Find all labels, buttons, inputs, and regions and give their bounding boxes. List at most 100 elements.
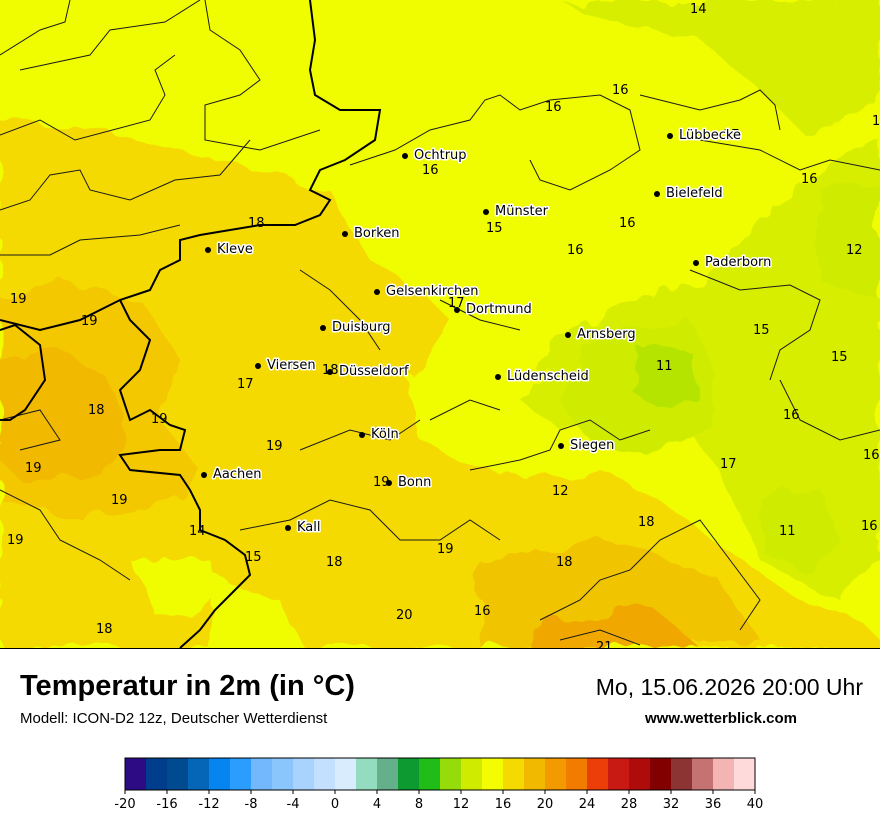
legend-tick-label: 24 [579, 797, 596, 812]
city-label: Köln [371, 427, 399, 442]
temperature-value: 16 [783, 408, 800, 423]
legend-tick-label: -8 [245, 797, 258, 812]
legend-swatch [356, 758, 378, 790]
temperature-values: 14 16 16 17 16 16 15 16 16 12 15 18 19 1… [7, 2, 880, 655]
legend-swatch [377, 758, 399, 790]
temperature-map[interactable]: 14 16 16 17 16 16 15 16 16 12 15 18 19 1… [0, 0, 880, 655]
legend-swatch [167, 758, 189, 790]
city-siegen[interactable]: Siegen [558, 437, 616, 455]
legend-swatch [524, 758, 546, 790]
temperature-field [0, 0, 880, 648]
city-arnsberg[interactable]: Arnsberg [565, 326, 637, 344]
legend-swatch [293, 758, 315, 790]
temperature-value: 15 [486, 221, 503, 236]
city-koeln[interactable]: Köln [359, 426, 400, 444]
legend-tick-label: -20 [114, 797, 135, 812]
legend-swatch [419, 758, 441, 790]
legend-swatch [230, 758, 252, 790]
legend-swatch [629, 758, 651, 790]
legend-tick-label: 4 [373, 797, 381, 812]
temperature-value: 19 [111, 493, 128, 508]
temperature-value: 18 [326, 555, 343, 570]
legend-swatch [272, 758, 294, 790]
legend-swatch [671, 758, 693, 790]
city-duisburg[interactable]: Duisburg [320, 319, 392, 337]
model-info: Modell: ICON-D2 12z, Deutscher Wetterdie… [20, 710, 328, 727]
city-label: Düsseldorf [339, 364, 409, 379]
legend-swatch [545, 758, 567, 790]
legend-canvas: -20 -16 -12 -8 -4 0 4 8 12 16 20 24 28 32 36 40 [114, 757, 763, 812]
city-markers: Ochtrup Lübbecke Bielefeld Münster Borke… [201, 127, 773, 537]
temperature-value: 19 [25, 461, 42, 476]
city-bonn[interactable]: Bonn [386, 474, 433, 492]
temperature-value: 16 [801, 172, 818, 187]
city-ochtrup[interactable]: Ochtrup [402, 147, 468, 165]
temperature-value: 19 [10, 292, 27, 307]
legend-swatch [608, 758, 630, 790]
city-duesseldorf[interactable]: Düsseldorf [327, 363, 410, 381]
legend-tick-label: -16 [156, 797, 177, 812]
forecast-datetime: Mo, 15.06.2026 20:00 Uhr [595, 674, 863, 700]
temperature-value: 19 [266, 439, 283, 454]
city-label: Kleve [217, 242, 253, 257]
city-dortmund[interactable]: Dortmund [454, 301, 533, 319]
legend-swatch [209, 758, 231, 790]
legend-tick-label: -12 [198, 797, 219, 812]
city-label: Münster [495, 204, 549, 219]
legend-swatch [482, 758, 504, 790]
city-muenster[interactable]: Münster [483, 203, 550, 221]
legend-swatch [650, 758, 672, 790]
city-luebbecke[interactable]: Lübbecke [667, 127, 742, 145]
legend-swatch [125, 758, 147, 790]
temperature-value: 15 [831, 350, 848, 365]
legend-swatch [461, 758, 483, 790]
map-canvas: 14 16 16 17 16 16 15 16 16 12 15 18 19 1… [0, 0, 880, 655]
temperature-value: 1 [872, 114, 880, 129]
temperature-value: 20 [396, 608, 413, 623]
legend-swatch [587, 758, 609, 790]
district-borders [0, 0, 880, 646]
temperature-value: 12 [846, 243, 863, 258]
city-gelsenkirchen[interactable]: Gelsenkirchen [374, 283, 480, 301]
legend-swatch [188, 758, 210, 790]
city-label: Lüdenscheid [507, 369, 589, 384]
legend-tick-label: 0 [331, 797, 339, 812]
legend-swatch [440, 758, 462, 790]
city-borken[interactable]: Borken [342, 225, 401, 243]
legend-swatch [566, 758, 588, 790]
temperature-value: 11 [656, 359, 673, 374]
color-legend: -20 -16 -12 -8 -4 0 4 8 12 16 20 24 28 32 36 40 [105, 755, 775, 820]
city-kall[interactable]: Kall [285, 519, 322, 537]
temperature-value: 18 [556, 555, 573, 570]
city-label: Duisburg [332, 320, 391, 335]
city-label: Bielefeld [666, 186, 723, 201]
temperature-value: 14 [189, 524, 206, 539]
city-label: Arnsberg [577, 327, 636, 342]
map-title: Temperatur in 2m (in °C) [20, 670, 355, 702]
city-label: Gelsenkirchen [386, 284, 479, 299]
city-viersen[interactable]: Viersen [255, 357, 317, 375]
national-borders [0, 0, 382, 649]
temperature-value: 15 [753, 323, 770, 338]
city-bielefeld[interactable]: Bielefeld [654, 185, 724, 203]
city-label: Dortmund [466, 302, 532, 317]
temperature-value: 19 [437, 542, 454, 557]
city-kleve[interactable]: Kleve [205, 241, 254, 259]
temperature-value: 19 [7, 533, 24, 548]
city-label: Paderborn [705, 255, 771, 270]
temperature-value: 17 [237, 377, 254, 392]
legend-tick-label: 12 [453, 797, 470, 812]
temperature-value: 19 [373, 475, 390, 490]
city-aachen[interactable]: Aachen [201, 466, 263, 484]
legend-tick-label: 36 [705, 797, 722, 812]
city-label: Viersen [267, 358, 316, 373]
legend-tick-label: 32 [663, 797, 680, 812]
temperature-value: 16 [863, 448, 880, 463]
temperature-value: 16 [474, 604, 491, 619]
city-label: Siegen [570, 438, 614, 453]
legend-swatch [251, 758, 273, 790]
website-link[interactable]: www.wetterblick.com [645, 710, 797, 727]
city-luedenscheid[interactable]: Lüdenscheid [495, 368, 590, 386]
legend-tick-label: 16 [495, 797, 512, 812]
city-paderborn[interactable]: Paderborn [693, 254, 773, 272]
